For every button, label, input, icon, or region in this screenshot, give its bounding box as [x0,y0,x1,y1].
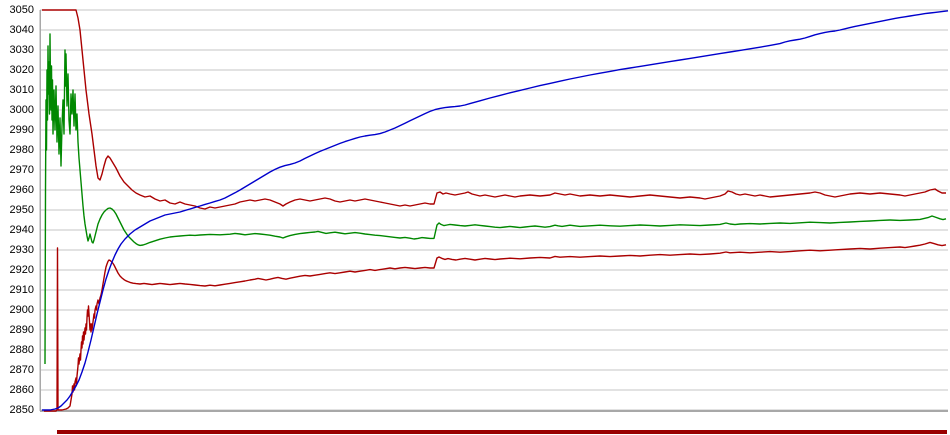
y-axis-tick-label: 2950 [9,204,34,216]
y-axis-tick-label: 2990 [9,124,34,136]
y-axis-tick-label: 2870 [9,364,34,376]
y-axis-tick-label: 2980 [9,144,34,156]
y-axis-tick-label: 2850 [9,404,34,416]
series-upper-band-red [42,9,946,210]
series-cumulative-blue [42,10,949,411]
y-axis-tick-label: 2860 [9,384,34,396]
y-axis-tick-label: 3040 [9,24,34,36]
progress-bar [57,430,947,434]
series-mean-green [44,33,947,365]
y-axis-tick-label: 3020 [9,64,34,76]
y-axis-tick-label: 2940 [9,224,34,236]
y-axis-tick-label: 2920 [9,264,34,276]
y-axis-tick-label: 2930 [9,244,34,256]
y-axis-tick-label: 2900 [9,304,34,316]
y-axis-tick-label: 3010 [9,84,34,96]
y-axis-tick-label: 2880 [9,344,34,356]
y-axis-tick-label: 2890 [9,324,34,336]
y-axis-tick-label: 2910 [9,284,34,296]
y-axis-tick-label: 3000 [9,104,34,116]
y-axis-tick-label: 3050 [9,4,34,16]
y-axis-tick-label: 2960 [9,184,34,196]
y-axis-tick-label: 2970 [9,164,34,176]
y-axis-tick-label: 3030 [9,44,34,56]
series-lower-band-red [44,241,947,412]
